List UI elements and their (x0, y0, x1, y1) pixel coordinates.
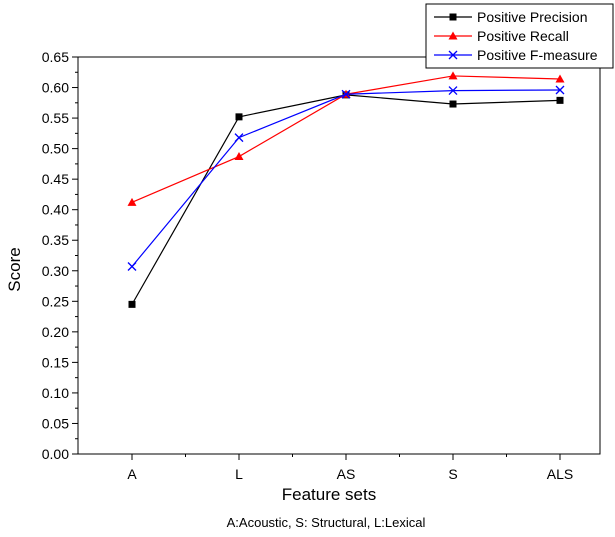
series-layer (127, 71, 565, 308)
data-point (127, 262, 137, 271)
marker-stroke (448, 86, 458, 96)
marker-stroke (127, 262, 137, 271)
data-point (341, 89, 351, 99)
legend-marker (448, 50, 458, 60)
series-positive-recall (127, 71, 565, 206)
data-point (235, 113, 243, 121)
y-tick-label: 0.05 (42, 415, 69, 431)
y-tick-label: 0.30 (42, 263, 69, 279)
marker-stroke (448, 50, 458, 60)
legend-item: Positive Recall (434, 28, 569, 44)
legend: Positive Precision Positive Recall Positiv… (425, 3, 614, 69)
y-tick-label: 0.40 (42, 202, 69, 218)
y-tick-label: 0.60 (42, 80, 69, 96)
data-point (127, 197, 137, 206)
series-line (131, 89, 561, 267)
data-point (448, 71, 458, 80)
x-tick-label: ALS (547, 466, 573, 482)
y-tick-label: 0.65 (42, 49, 69, 65)
data-point (555, 85, 565, 95)
axes: 0.00 0.05 0.10 0.15 0.20 0.25 0.30 0.35 0.40 0.45… (42, 49, 601, 482)
plot-frame (77, 56, 601, 455)
y-tick-label: 0.35 (42, 232, 69, 248)
legend-item: Positive Precision (434, 9, 588, 25)
marker-stroke (555, 85, 565, 95)
x-tick-label: A (127, 466, 137, 482)
y-tick-label: 0.10 (42, 385, 69, 401)
series-line (131, 94, 561, 305)
data-point (128, 300, 136, 308)
y-tick-label: 0.15 (42, 354, 69, 370)
marker-stroke (341, 89, 351, 99)
series-positive-precision (128, 91, 564, 308)
data-point (556, 96, 564, 104)
data-point (234, 152, 244, 161)
x-tick-label: L (235, 466, 243, 482)
marker-stroke (234, 133, 244, 143)
y-tick-label: 0.20 (42, 324, 69, 340)
legend-marker (448, 31, 458, 40)
legend-label: Positive Recall (477, 28, 569, 44)
x-tick-label: AS (337, 466, 356, 482)
feature-set-note: A:Acoustic, S: Structural, L:Lexical (227, 515, 426, 530)
y-tick-label: 0.25 (42, 293, 69, 309)
legend-label: Positive Precision (477, 9, 588, 25)
x-axis-title: Feature sets (282, 485, 377, 504)
y-tick-label: 0.00 (42, 446, 69, 462)
legend-item: Positive F-measure (434, 47, 598, 63)
y-tick-label: 0.50 (42, 141, 69, 157)
x-tick-label: S (448, 466, 457, 482)
series-positive-f-measure (127, 85, 565, 271)
y-tick-label: 0.55 (42, 110, 69, 126)
data-point (234, 133, 244, 143)
legend-marker (449, 13, 457, 21)
data-point (555, 74, 565, 83)
data-point (448, 86, 458, 96)
legend-label: Positive F-measure (477, 47, 598, 63)
data-point (449, 100, 457, 108)
y-axis-title: Score (5, 247, 24, 291)
y-tick-label: 0.45 (42, 171, 69, 187)
